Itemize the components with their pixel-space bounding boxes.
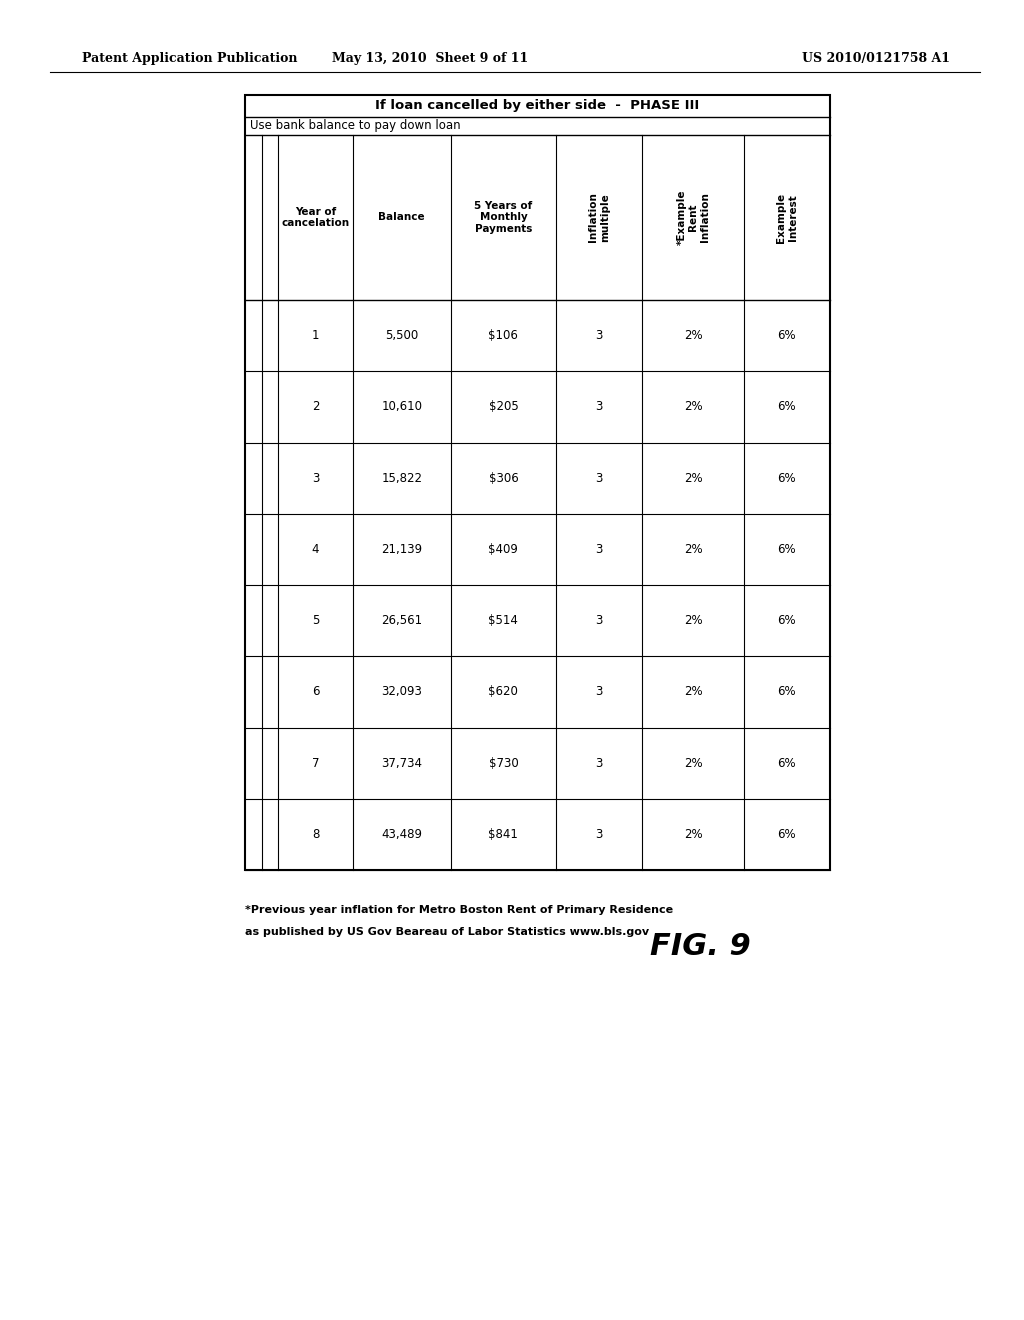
Text: Balance: Balance [379,213,425,223]
Text: 15,822: 15,822 [381,471,422,484]
Text: 6%: 6% [777,543,797,556]
Text: *Example
Rent
Inflation: *Example Rent Inflation [677,190,710,246]
Text: 4: 4 [312,543,319,556]
Text: 6%: 6% [777,828,797,841]
Text: Year of
cancelation: Year of cancelation [282,207,349,228]
Text: 2%: 2% [684,400,702,413]
Text: 2%: 2% [684,543,702,556]
Bar [245,95,830,870]
Text: Inflation
multiple: Inflation multiple [589,193,610,243]
Text: US 2010/0121758 A1: US 2010/0121758 A1 [802,51,950,65]
Text: Example
Interest: Example Interest [776,193,798,243]
Text: 6%: 6% [777,685,797,698]
Text: 5,500: 5,500 [385,329,419,342]
Text: 26,561: 26,561 [381,614,422,627]
Text: 10,610: 10,610 [381,400,422,413]
Text: 3: 3 [595,543,603,556]
Text: 5: 5 [312,614,319,627]
Text: 21,139: 21,139 [381,543,422,556]
Text: 6: 6 [312,685,319,698]
Text: 6%: 6% [777,614,797,627]
Text: $306: $306 [488,471,518,484]
Text: 3: 3 [595,400,603,413]
Text: $106: $106 [488,329,518,342]
Text: 6%: 6% [777,756,797,770]
Text: 6%: 6% [777,329,797,342]
Text: $205: $205 [488,400,518,413]
Text: 2%: 2% [684,828,702,841]
Text: 2%: 2% [684,756,702,770]
Text: 3: 3 [595,756,603,770]
Text: as published by US Gov Beareau of Labor Statistics www.bls.gov: as published by US Gov Beareau of Labor … [245,927,649,937]
Text: *Previous year inflation for Metro Boston Rent of Primary Residence: *Previous year inflation for Metro Bosto… [245,906,673,915]
Text: 3: 3 [595,471,603,484]
Text: 1: 1 [312,329,319,342]
Text: 43,489: 43,489 [381,828,422,841]
Text: 3: 3 [595,685,603,698]
Text: 3: 3 [595,614,603,627]
Text: 2%: 2% [684,685,702,698]
Text: 3: 3 [595,329,603,342]
Text: 2%: 2% [684,471,702,484]
Text: If loan cancelled by either side  -  PHASE III: If loan cancelled by either side - PHASE… [376,99,699,112]
Text: FIG. 9: FIG. 9 [649,932,751,961]
Text: May 13, 2010  Sheet 9 of 11: May 13, 2010 Sheet 9 of 11 [332,51,528,65]
Text: 2%: 2% [684,329,702,342]
Text: $409: $409 [488,543,518,556]
Text: 5 Years of
Monthly
Payments: 5 Years of Monthly Payments [474,201,532,234]
Text: Patent Application Publication: Patent Application Publication [82,51,298,65]
Text: 32,093: 32,093 [381,685,422,698]
Text: 6%: 6% [777,400,797,413]
Text: $620: $620 [488,685,518,698]
Text: $514: $514 [488,614,518,627]
Text: $841: $841 [488,828,518,841]
Text: 37,734: 37,734 [381,756,422,770]
Text: 6%: 6% [777,471,797,484]
Text: $730: $730 [488,756,518,770]
Text: 7: 7 [312,756,319,770]
Text: 2%: 2% [684,614,702,627]
Text: 3: 3 [595,828,603,841]
Text: 8: 8 [312,828,319,841]
Text: 3: 3 [312,471,319,484]
Text: Use bank balance to pay down loan: Use bank balance to pay down loan [250,120,461,132]
Text: 2: 2 [312,400,319,413]
